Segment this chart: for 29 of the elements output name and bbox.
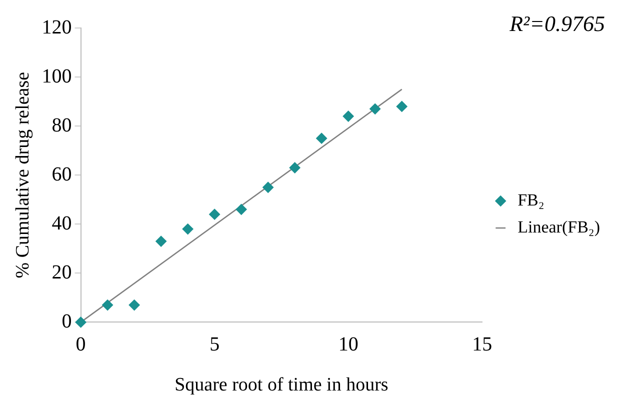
point xyxy=(102,300,114,311)
point xyxy=(156,236,167,247)
point xyxy=(289,162,300,174)
point xyxy=(316,132,328,144)
point xyxy=(236,204,247,215)
y-tick-label: 20 xyxy=(52,261,72,284)
text: R²=0.9765 xyxy=(508,10,605,36)
y-tick-label: 100 xyxy=(42,65,72,88)
legend-label: FB₂ xyxy=(518,190,544,210)
x-axis-title: Square root of time in hours xyxy=(174,374,388,396)
y-tick-label: 0 xyxy=(62,310,72,332)
x-tick-label: 5 xyxy=(210,333,220,356)
point xyxy=(209,208,220,220)
y-tick-label: 80 xyxy=(52,114,72,136)
point xyxy=(370,103,381,114)
y-tick-label: 120 xyxy=(42,16,72,38)
x-tick-label: 15 xyxy=(472,333,492,356)
x-tick-label: 0 xyxy=(76,333,86,356)
point xyxy=(396,100,408,112)
point xyxy=(342,110,354,122)
point xyxy=(128,300,140,311)
x-tick-label: 10 xyxy=(338,333,358,356)
legend-label: Linear(FB₂) xyxy=(518,217,600,236)
point xyxy=(182,224,194,235)
point xyxy=(75,316,86,328)
y-axis-title: % Cumulative drug release xyxy=(12,72,34,278)
y-tick-label: 60 xyxy=(52,163,72,186)
y-tick-label: 40 xyxy=(52,212,72,234)
point xyxy=(262,182,274,193)
